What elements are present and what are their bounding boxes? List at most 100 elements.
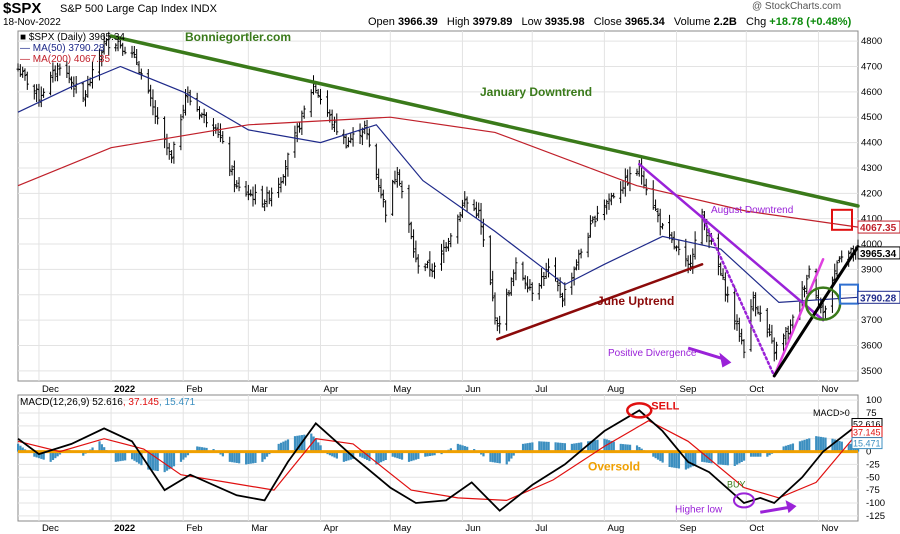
macd-histogram-bar: [412, 451, 415, 461]
macd-histogram-bar: [726, 451, 729, 466]
price-y-tick-label: 4200: [861, 188, 882, 199]
macd-x-tick-label: Mar: [251, 523, 267, 534]
macd-histogram-bar: [261, 451, 264, 462]
black-uptrend-line: [772, 245, 860, 378]
macd-histogram-bar: [54, 451, 57, 459]
macd-histogram-bar: [19, 445, 22, 452]
macd-histogram-bar: [694, 451, 697, 466]
price-x-tick-label: Dec: [42, 384, 59, 395]
macd-signal-line: [17, 420, 859, 502]
signal-value-tag: 37.145: [853, 427, 881, 437]
june-uptrend-label: June Uptrend: [597, 294, 674, 308]
macd-histogram-bar: [310, 433, 313, 452]
macd-x-tick-label: Feb: [186, 523, 202, 534]
macd-histogram-bar: [524, 443, 527, 452]
macd-y-tick-label: -125: [866, 511, 885, 522]
macd-histogram-bar: [833, 439, 836, 452]
price-x-tick-label: Oct: [749, 384, 764, 395]
macd-histogram-bar: [245, 451, 248, 465]
macd-histogram-bar: [733, 451, 736, 466]
macd-histogram-bar: [426, 451, 429, 457]
price-frame: [17, 30, 859, 382]
macd-histogram-bar: [247, 451, 250, 465]
macd-histogram-bar: [156, 451, 159, 472]
macd-histogram-bar: [333, 451, 336, 458]
macd-histogram-bar: [172, 451, 176, 467]
macd-x-tick-label: 2022: [114, 523, 135, 534]
ma200-highlight-box: [831, 208, 853, 231]
macd-histogram-bar: [379, 451, 383, 463]
january-downtrend-label: January Downtrend: [480, 85, 592, 99]
macd-legend-part: MACD(12,26,9): [20, 397, 89, 408]
macd-histogram-bar: [489, 451, 492, 462]
macd-histogram-bar: [235, 451, 238, 463]
macd-histogram-bar: [198, 446, 201, 452]
macd-histogram-bar: [231, 451, 234, 463]
macd-histogram-bar: [277, 443, 280, 452]
macd-histogram-bar: [626, 444, 629, 452]
macd-histogram-bar: [82, 451, 85, 456]
price-x-tick-label: Jul: [535, 384, 547, 395]
price-y-tick-label: 4700: [861, 62, 882, 73]
macd-histogram-bar: [303, 434, 306, 452]
buy-label: BUY: [727, 480, 746, 490]
macd-histogram-bar: [610, 440, 613, 452]
hist-value-tag-bg: [851, 437, 883, 450]
macd-histogram-bar: [200, 447, 204, 452]
macd-histogram-bar: [296, 435, 299, 452]
macd-panel: Dec 2022 Feb Mar Apr May Jun Jul Aug Sep Oct Nov 100…: [17, 394, 885, 534]
ma200-value-tag: 4067.35: [860, 223, 897, 234]
chg-value: +18.78 (+0.48%): [769, 16, 852, 28]
macd-histogram-bar: [708, 451, 711, 463]
macd-histogram-bar: [717, 451, 720, 465]
macd-y-tick-label: 75: [866, 408, 877, 419]
macd-histogram-bar: [575, 443, 578, 452]
macd-histogram-bar: [396, 451, 399, 459]
macd-histogram-bar: [265, 451, 269, 457]
macd-histogram-bar: [621, 444, 625, 452]
macd-histogram-bar: [375, 451, 378, 465]
macd-histogram-bar: [100, 444, 103, 452]
macd-histogram-bar: [754, 451, 757, 457]
macd-x-tick-label: Jun: [465, 523, 480, 534]
macd-histogram-bar: [668, 451, 671, 467]
macd-histogram-bar: [847, 443, 850, 452]
macd-histogram-bar: [815, 436, 818, 452]
macd-histogram-bar: [221, 451, 224, 457]
macd-histogram-bar: [165, 451, 169, 471]
ohlc-readout: Open 3966.39 High 3979.89 Low 3935.98 Cl…: [368, 16, 851, 28]
macd-histogram-bar: [135, 451, 138, 463]
macd-histogram-bar: [137, 451, 141, 464]
price-x-tick-label: 2022: [114, 384, 135, 395]
macd-histogram-bar: [382, 451, 385, 462]
macd-histogram-bar: [556, 442, 560, 452]
macd-histogram-bar: [545, 441, 548, 452]
macd-histogram-bar: [196, 446, 199, 452]
ma50-line: [17, 65, 859, 304]
macd-histogram-bar: [466, 446, 469, 452]
macd-histogram-bar: [91, 447, 94, 452]
macd-histogram-bar: [121, 451, 124, 461]
macd-histogram-bar: [782, 446, 785, 452]
macd-histogram-bar: [317, 442, 320, 452]
price-x-tick-label: May: [393, 384, 411, 395]
macd-y-tick-label: 100: [866, 395, 882, 406]
macd-histogram-bar: [791, 443, 795, 452]
macd-histogram-bar: [179, 451, 183, 462]
macd-histogram-bar: [359, 451, 362, 457]
macd-histogram-bar: [286, 439, 290, 452]
ma50-value-tag: 3790.28: [860, 293, 897, 304]
macd-histogram-bar: [456, 443, 459, 452]
ma200-value-tag-bg: [857, 220, 900, 234]
macd-histogram-bar: [677, 451, 681, 469]
macd-histogram-bar: [494, 451, 497, 463]
price-y-tick-label: 4600: [861, 87, 882, 98]
copyright-text: @ StockCharts.com: [752, 1, 842, 12]
macd-histogram-bar: [363, 451, 366, 459]
macd-histogram-bar: [596, 439, 599, 452]
macd-histogram-bar: [331, 451, 334, 457]
price-panel: Dec 2022 Feb Mar Apr May Jun Jul Aug Sep Oct Nov 350…: [16, 30, 900, 395]
price-y-tick-label: 4100: [861, 214, 882, 225]
macd-histogram-bar: [538, 441, 541, 452]
macd-histogram-bar: [507, 451, 511, 462]
